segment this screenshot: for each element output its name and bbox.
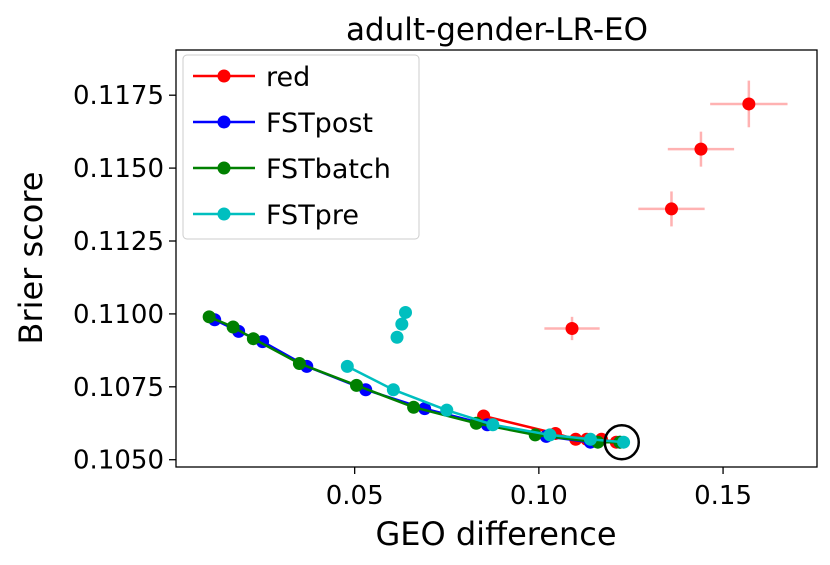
data-point (395, 317, 409, 331)
y-tick-label: 0.1075 (73, 373, 164, 403)
series-fstbatch (202, 310, 627, 449)
y-tick-label: 0.1100 (73, 300, 164, 330)
data-point (742, 97, 756, 111)
plot-frame (175, 49, 818, 468)
data-point (440, 403, 454, 417)
legend-entry-fstpre: FSTpre (193, 200, 359, 231)
highlight-circle (603, 423, 641, 461)
data-point (386, 383, 400, 397)
legend-marker (217, 115, 231, 129)
chart-title: adult-gender-LR-EO (346, 12, 648, 48)
data-point (226, 320, 240, 334)
data-point (617, 435, 631, 449)
data-point (390, 330, 404, 344)
data-point (664, 202, 678, 216)
x-tick-label: 0.10 (510, 481, 568, 511)
legend-marker (217, 207, 231, 221)
data-point (694, 142, 708, 156)
y-tick-label: 0.1150 (73, 154, 164, 184)
series-red (477, 80, 788, 449)
data-point (583, 432, 597, 446)
data-point (543, 428, 557, 442)
x-tick-label: 0.05 (326, 481, 384, 511)
series-line (214, 318, 620, 444)
legend-label: FSTbatch (266, 154, 391, 185)
legend-entry-fstpost: FSTpost (193, 108, 373, 139)
data-point (407, 400, 421, 414)
x-axis-label: GEO difference (375, 515, 616, 553)
legend-marker (217, 69, 231, 83)
legend-label: red (266, 62, 310, 93)
series-fstpost (208, 313, 627, 449)
data-point (486, 418, 500, 432)
legend-box (182, 54, 420, 240)
legend-label: FSTpre (266, 200, 359, 231)
legend-entry-red: red (193, 62, 310, 93)
series-line (208, 315, 620, 444)
y-tick-label: 0.1175 (73, 81, 164, 111)
data-point (246, 332, 260, 346)
legend: red FSTpost FSTbatch FSTpre (182, 54, 420, 240)
data-point (350, 378, 364, 392)
y-tick-label: 0.1050 (73, 446, 164, 476)
legend-marker (217, 161, 231, 175)
legend-entry-fstbatch: FSTbatch (193, 154, 391, 185)
y-axis-label: Brier score (12, 172, 50, 345)
plot-area (202, 80, 788, 461)
data-point (565, 321, 579, 335)
series-fstpre (340, 305, 631, 449)
data-point (292, 356, 306, 370)
x-tick-label: 0.15 (694, 481, 752, 511)
data-point (202, 310, 216, 324)
axis-ticks: 0.05 0.10 0.15 0.1050 0.1075 0.1100 0.1125 0.11… (73, 81, 752, 511)
legend-label: FSTpost (266, 108, 373, 139)
y-tick-label: 0.1125 (73, 227, 164, 257)
data-point (340, 359, 354, 373)
data-point (399, 305, 413, 319)
